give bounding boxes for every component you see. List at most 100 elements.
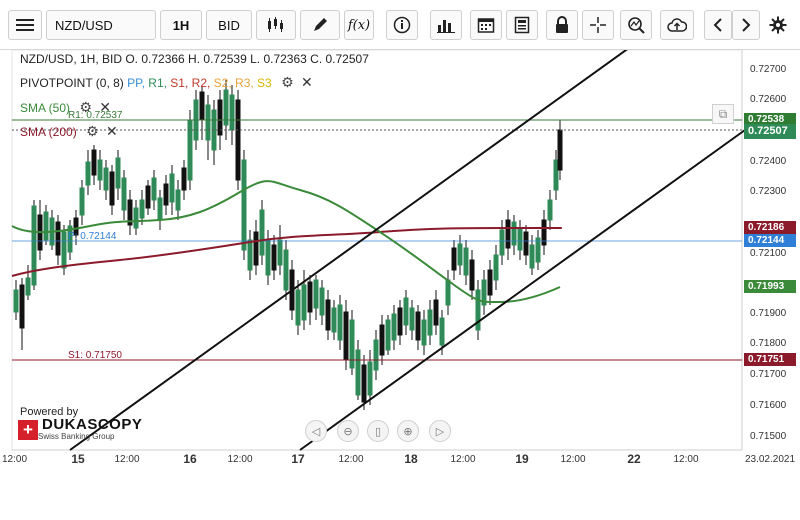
candle-body (301, 284, 307, 321)
candle-body (271, 244, 277, 271)
candle-body (325, 299, 331, 331)
lock-button[interactable] (546, 10, 578, 40)
zoom-out-button[interactable]: ⊖ (337, 420, 359, 442)
scroll-right-button[interactable] (732, 10, 760, 40)
reset-view-button[interactable]: ▯ (367, 420, 389, 442)
price-tick: 0.72600 (750, 94, 787, 105)
candle-body (553, 159, 559, 191)
candle-body (13, 289, 19, 313)
zoom-chart-button[interactable] (620, 10, 652, 40)
info-icon (393, 16, 411, 34)
pivot-item: R3, (231, 76, 254, 90)
symbol-selector[interactable]: NZD/USD (46, 10, 156, 40)
candle-body (217, 99, 223, 136)
candle-body (535, 237, 541, 263)
sma200-settings-icon[interactable]: ⚙ (86, 123, 99, 139)
candle-body (337, 304, 343, 341)
s1-label: S1: 0.71750 (68, 350, 122, 361)
pivot-item: R1, (144, 76, 167, 90)
candle-body (31, 205, 37, 286)
price-tick: 0.72400 (750, 156, 787, 167)
info-button[interactable] (386, 10, 418, 40)
calendar-button[interactable] (470, 10, 502, 40)
price-tick: 0.71600 (750, 400, 787, 411)
upload-button[interactable] (660, 10, 694, 40)
indicators-button[interactable]: f(x) (344, 10, 374, 40)
document-icon (514, 16, 530, 34)
candle-body (25, 277, 31, 296)
cloud-upload-icon (667, 18, 687, 32)
candle-body (355, 349, 361, 396)
time-tick: 12:00 (673, 454, 699, 465)
time-tick: 12:00 (338, 454, 364, 465)
scroll-left-button[interactable] (704, 10, 732, 40)
candlestick-icon (268, 17, 283, 32)
candle-body (79, 187, 85, 216)
news-button[interactable] (506, 10, 538, 40)
dukascopy-logo: + DUKASCOPY Swiss Banking Group (18, 417, 142, 441)
candle-body (67, 225, 73, 253)
pivot-item: PP, (127, 76, 145, 90)
candle-body (97, 159, 103, 181)
price-side-button[interactable]: BID (206, 10, 252, 40)
lower-channel-line (299, 129, 746, 451)
zoom-in-button[interactable]: ⊕ (397, 420, 419, 442)
candle-body (493, 254, 499, 281)
price-side-label: BID (218, 17, 240, 33)
time-tick: 12:00 (2, 454, 28, 465)
pivot-remove-icon[interactable]: ✕ (300, 74, 313, 90)
price-tick: 0.71700 (750, 369, 787, 380)
price-tick: 0.72100 (750, 248, 787, 259)
candle-body (55, 221, 61, 256)
time-tick: 19 (515, 452, 529, 466)
price-tick: 0.71900 (750, 308, 787, 319)
candle-body (385, 319, 391, 351)
chart-area[interactable]: NZD/USD, 1H, BID O. 0.72366 H. 0.72539 L… (0, 50, 800, 520)
candle-body (295, 289, 301, 326)
expand-button[interactable]: ⧉ (712, 104, 734, 124)
chart-type-button[interactable] (256, 10, 296, 40)
candle-body (379, 324, 385, 356)
candle-body (349, 319, 355, 369)
candle-body (91, 149, 97, 176)
sma50-settings-icon[interactable]: ⚙ (79, 99, 92, 115)
candle-body (481, 279, 487, 306)
candle-body (157, 197, 163, 221)
timeframe-button[interactable]: 1H (160, 10, 202, 40)
pivot-settings-icon[interactable]: ⚙ (281, 74, 294, 90)
candle-body (427, 309, 433, 336)
r1-price-tag: 0.72538 (744, 113, 796, 126)
sma200-label: SMA (200) (20, 125, 77, 139)
sma50-label: SMA (50) (20, 101, 71, 115)
candle-body (241, 159, 247, 251)
candle-body (499, 229, 505, 256)
sma50-remove-icon[interactable]: ✕ (99, 99, 111, 115)
swiss-cross-icon: + (18, 419, 38, 440)
settings-button[interactable] (764, 10, 792, 40)
candle-body (451, 247, 457, 271)
time-tick: 23.02.2021 (744, 454, 796, 465)
time-tick: 16 (183, 452, 197, 466)
time-tick: 22 (627, 452, 641, 466)
drawing-tool-button[interactable] (300, 10, 340, 40)
candle-body (205, 104, 211, 141)
crosshair-button[interactable] (582, 10, 614, 40)
sma200-remove-icon[interactable]: ✕ (105, 123, 118, 139)
candle-body (199, 91, 205, 121)
toolbar: NZD/USD 1H BID f(x) (0, 0, 800, 50)
nav-forward-button[interactable]: ▷ (429, 420, 451, 442)
chevron-right-icon (742, 18, 751, 32)
time-tick: 12:00 (560, 454, 586, 465)
zoom-out-icon: ⊖ (343, 425, 353, 438)
candle-body (103, 167, 109, 191)
menu-button[interactable] (8, 10, 42, 40)
volume-button[interactable] (430, 10, 462, 40)
candle-body (557, 129, 563, 171)
nav-back-button[interactable]: ◁ (305, 420, 327, 442)
candle-body (373, 339, 379, 371)
candle-body (409, 307, 415, 331)
candle-body (259, 209, 265, 256)
candle-body (247, 239, 253, 271)
price-chart[interactable] (0, 50, 800, 520)
hamburger-icon (16, 19, 34, 31)
